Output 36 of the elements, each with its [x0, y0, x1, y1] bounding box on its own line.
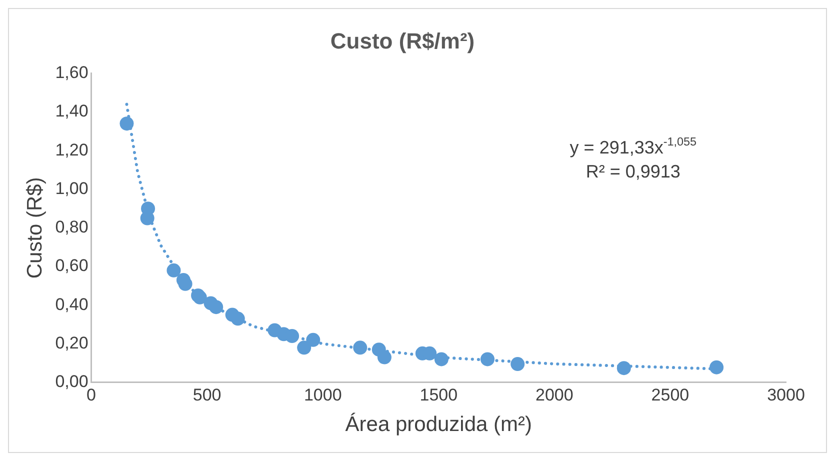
chart-title: Custo (R$/m²): [330, 28, 475, 54]
point: [230, 312, 245, 326]
point: [710, 360, 724, 374]
y-tick-label: 1,40: [55, 102, 88, 121]
point: [434, 352, 448, 366]
point: [166, 263, 181, 278]
x-tick-label: 2000: [536, 385, 574, 404]
y-tick-label: 1,60: [55, 63, 88, 82]
y-tick-label: 0,20: [55, 333, 88, 352]
point: [178, 276, 192, 291]
y-tick-label: 0,60: [55, 256, 88, 276]
annotation: R² = 0,9913: [586, 161, 680, 182]
y-tick-label: 0,80: [55, 218, 88, 237]
point: [510, 357, 525, 372]
y-tick-label: 1,20: [55, 140, 88, 160]
point: [209, 300, 224, 314]
x-tick-label: 1500: [420, 385, 458, 404]
point: [285, 329, 300, 344]
x-tick-label: 3000: [767, 385, 805, 404]
x-tick-label: 500: [192, 385, 222, 404]
x-tick-label: 1000: [304, 385, 342, 404]
point: [616, 361, 631, 376]
point: [306, 332, 320, 347]
point: [480, 352, 495, 366]
x-tick-label: 0: [86, 385, 96, 404]
x-axis-title: Área produzida (m²): [345, 412, 532, 436]
point: [140, 211, 154, 226]
y-axis-title: Custo (R$): [23, 177, 46, 279]
y-tick-label: 0,00: [55, 372, 88, 392]
y-tick-label: 0,40: [55, 294, 88, 314]
point: [297, 340, 312, 355]
x-tick-label: 2500: [651, 385, 690, 404]
point: [120, 116, 134, 131]
point: [353, 340, 368, 355]
y-tick-label: 1,00: [55, 178, 88, 198]
point: [377, 350, 392, 364]
